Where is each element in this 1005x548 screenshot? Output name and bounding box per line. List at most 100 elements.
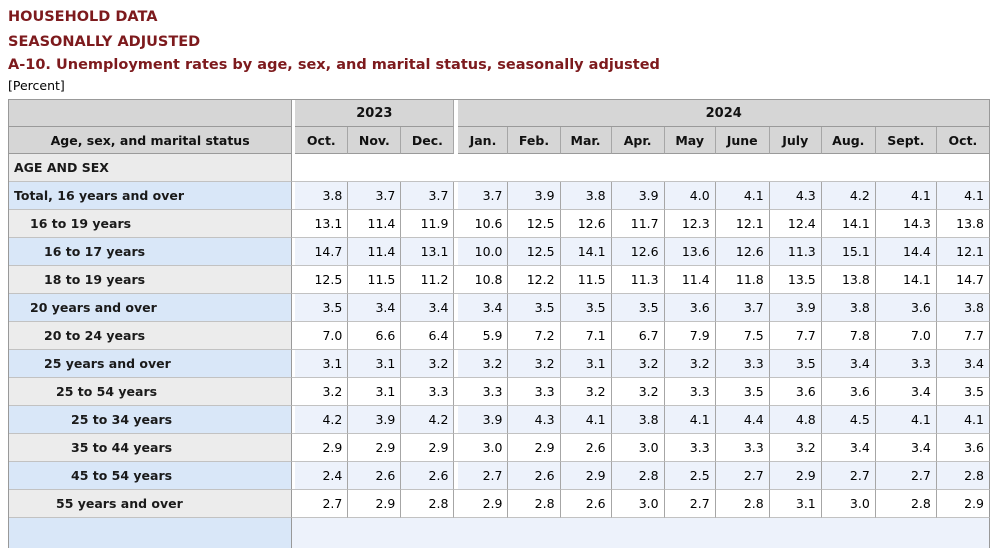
year-group-gap — [454, 266, 459, 294]
data-cell: 3.3 — [401, 378, 455, 406]
data-cell: 3.3 — [664, 434, 716, 462]
data-cell: 3.6 — [769, 378, 822, 406]
data-cell: 3.8 — [611, 406, 665, 434]
data-cell: 3.3 — [875, 350, 937, 378]
data-cell: 3.2 — [611, 378, 665, 406]
year-group-gap — [454, 182, 459, 210]
table-row: 45 to 54 years 2.4 2.6 2.6 2.7 2.6 2.9 2.8 2.5 2.… — [9, 462, 990, 490]
data-cell: 3.9 — [508, 182, 561, 210]
data-cell: 3.3 — [508, 378, 561, 406]
row-label: 55 years and over — [9, 490, 293, 518]
data-cell: 13.6 — [664, 238, 716, 266]
data-cell: 4.1 — [936, 406, 990, 434]
table-row: 55 years and over 2.7 2.9 2.8 2.9 2.8 2.6 3.0 2.… — [9, 490, 990, 518]
table-row: 20 to 24 years 7.0 6.6 6.4 5.9 7.2 7.1 6.7 7.9 7.… — [9, 322, 990, 350]
year-group-gap — [454, 322, 459, 350]
row-label: 16 to 19 years — [9, 210, 293, 238]
data-cell: 6.6 — [348, 322, 402, 350]
data-cell: 3.4 — [936, 350, 990, 378]
table-row: 25 to 34 years 4.2 3.9 4.2 3.9 4.3 4.1 3.8 4.1 4.… — [9, 406, 990, 434]
year-group-gap — [454, 434, 459, 462]
month-header: May — [664, 127, 716, 154]
data-cell: 2.9 — [348, 434, 402, 462]
data-cell: 3.5 — [508, 294, 561, 322]
data-cell: 7.9 — [664, 322, 716, 350]
row-label: 20 to 24 years — [9, 322, 293, 350]
row-label: 25 to 34 years — [9, 406, 293, 434]
data-cell: 3.4 — [348, 294, 402, 322]
year-group-gap — [292, 266, 296, 294]
year-group-gap — [454, 490, 459, 518]
row-label: Total, 16 years and over — [9, 182, 293, 210]
month-header: Dec. — [401, 127, 455, 154]
data-cell: 12.6 — [611, 238, 665, 266]
data-cell: 12.3 — [664, 210, 716, 238]
data-cell: 3.7 — [401, 182, 455, 210]
data-cell: 3.2 — [458, 350, 509, 378]
year-group-gap — [292, 210, 296, 238]
data-cell: 7.7 — [769, 322, 822, 350]
table-row: 25 to 54 years 3.2 3.1 3.3 3.3 3.3 3.2 3.2 3.3 3.… — [9, 378, 990, 406]
table-row: 35 to 44 years 2.9 2.9 2.9 3.0 2.9 2.6 3.0 3.3 3.… — [9, 434, 990, 462]
month-header: Apr. — [611, 127, 665, 154]
data-cell: 4.3 — [769, 182, 822, 210]
data-cell: 12.6 — [715, 238, 770, 266]
data-cell: 4.5 — [821, 406, 876, 434]
data-cell: 2.6 — [348, 462, 402, 490]
data-cell: 4.4 — [715, 406, 770, 434]
data-cell: 3.3 — [458, 378, 509, 406]
data-cell: 11.4 — [348, 210, 402, 238]
data-cell: 2.7 — [715, 462, 770, 490]
row-label: 35 to 44 years — [9, 434, 293, 462]
data-cell: 14.4 — [875, 238, 937, 266]
data-cell: 3.6 — [875, 294, 937, 322]
data-cell: 2.9 — [401, 434, 455, 462]
month-header: Jan. — [458, 127, 509, 154]
data-cell: 12.6 — [560, 210, 612, 238]
data-cell: 11.5 — [348, 266, 402, 294]
data-cell: 3.1 — [769, 490, 822, 518]
data-cell: 3.6 — [936, 434, 990, 462]
year-group-gap — [454, 127, 459, 154]
table-row: 25 years and over 3.1 3.1 3.2 3.2 3.2 3.1 3.2 3.… — [9, 350, 990, 378]
month-header-row: Age, sex, and marital status Oct. Nov. Dec… — [9, 127, 990, 154]
data-cell: 2.6 — [560, 490, 612, 518]
data-cell: 4.1 — [664, 406, 716, 434]
data-cell: 2.9 — [560, 462, 612, 490]
year-group-gap — [292, 294, 296, 322]
row-label: 25 years and over — [9, 350, 293, 378]
data-cell: 3.9 — [769, 294, 822, 322]
data-cell: 3.8 — [560, 182, 612, 210]
data-cell: 2.7 — [295, 490, 349, 518]
year-group-gap — [292, 322, 296, 350]
data-cell: 11.5 — [560, 266, 612, 294]
data-cell: 3.8 — [936, 294, 990, 322]
year-group-gap — [292, 378, 296, 406]
data-cell: 3.8 — [821, 294, 876, 322]
data-cell: 2.6 — [560, 434, 612, 462]
household-data-heading: HOUSEHOLD DATA — [8, 9, 158, 25]
data-cell: 4.1 — [560, 406, 612, 434]
data-cell: 13.8 — [936, 210, 990, 238]
data-cell: 2.5 — [664, 462, 716, 490]
row-label: 45 to 54 years — [9, 462, 293, 490]
data-cell: 3.9 — [348, 406, 402, 434]
data-cell: 2.9 — [508, 434, 561, 462]
table-title: A-10. Unemployment rates by age, sex, an… — [8, 57, 660, 73]
data-cell: 4.2 — [295, 406, 349, 434]
month-header: Sept. — [875, 127, 937, 154]
data-cell: 3.5 — [936, 378, 990, 406]
data-cell: 6.7 — [611, 322, 665, 350]
data-cell: 13.1 — [295, 210, 349, 238]
data-cell: 3.9 — [458, 406, 509, 434]
seasonally-adjusted-heading: SEASONALLY ADJUSTED — [8, 34, 201, 50]
data-cell: 13.8 — [821, 266, 876, 294]
data-cell: 14.7 — [295, 238, 349, 266]
year-group-gap — [292, 238, 296, 266]
year-group-gap — [454, 350, 459, 378]
section-header-row: AGE AND SEX — [9, 154, 990, 182]
data-cell: 12.1 — [715, 210, 770, 238]
data-cell: 6.4 — [401, 322, 455, 350]
data-cell: 2.9 — [936, 490, 990, 518]
month-header: Feb. — [508, 127, 561, 154]
